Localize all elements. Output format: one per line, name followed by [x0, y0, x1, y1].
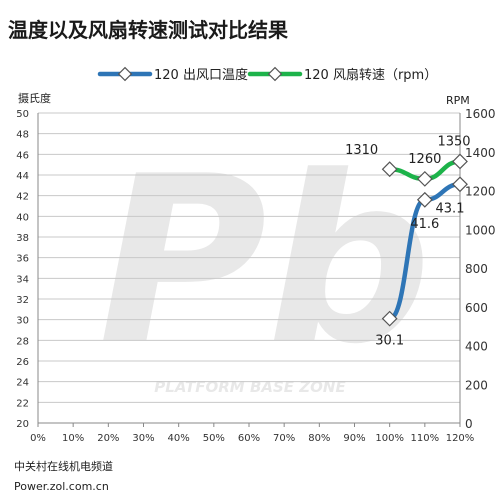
left-axis-label: 摄氏度	[18, 92, 51, 105]
x-tick-label: 60%	[238, 433, 260, 444]
y-right-tick-label: 600	[465, 301, 488, 315]
x-tick-label: 50%	[203, 433, 225, 444]
page-title: 温度以及风扇转速测试对比结果	[8, 18, 288, 42]
data-point-marker	[381, 161, 398, 178]
x-tick-label: 100%	[375, 433, 404, 444]
y-left-tick-label: 40	[16, 212, 29, 223]
legend-marker	[267, 66, 283, 82]
y-right-tick-label: 0	[465, 417, 473, 431]
y-right-tick-label: 400	[465, 340, 488, 354]
y-left-tick-label: 24	[16, 378, 29, 389]
x-tick-label: 0%	[30, 433, 46, 444]
y-left-tick-label: 42	[16, 192, 29, 203]
y-left-tick-label: 26	[16, 357, 29, 368]
data-label: 41.6	[410, 217, 439, 232]
x-tick-label: 70%	[273, 433, 295, 444]
y-right-tick-label: 1400	[465, 146, 496, 160]
x-tick-label: 10%	[62, 433, 84, 444]
x-tick-label: 30%	[132, 433, 154, 444]
y-left-tick-label: 50	[16, 109, 29, 120]
data-label: 43.1	[436, 201, 465, 216]
x-tick-label: 40%	[168, 433, 190, 444]
footer-url: Power.zol.com.cn	[14, 480, 109, 493]
y-right-tick-label: 200	[465, 378, 488, 392]
footer-source: 中关村在线机电频道	[14, 460, 113, 473]
data-label: 1350	[437, 134, 470, 149]
y-right-tick-label: 1200	[465, 185, 496, 199]
watermark-tagline: PLATFORM BASE ZONE	[154, 378, 346, 396]
right-axis-label: RPM	[446, 94, 470, 107]
y-left-tick-label: 22	[16, 398, 29, 409]
data-point-marker	[416, 191, 433, 208]
data-point-marker	[381, 310, 398, 327]
data-point-marker	[416, 170, 433, 187]
x-tick-label: 110%	[411, 433, 440, 444]
y-left-tick-label: 28	[16, 336, 29, 347]
y-right-tick-label: 800	[465, 262, 488, 276]
y-left-tick-label: 36	[16, 254, 29, 265]
data-label: 1310	[345, 143, 378, 158]
data-point-marker	[452, 153, 468, 170]
x-tick-label: 20%	[97, 433, 119, 444]
y-right-tick-label: 1600	[465, 107, 496, 121]
legend-label: 120 出风口温度	[154, 67, 248, 83]
y-left-tick-label: 34	[16, 274, 29, 285]
x-tick-label: 80%	[308, 433, 330, 444]
data-label: 1260	[408, 152, 441, 167]
watermark-logo-text: Pb	[98, 128, 431, 395]
y-left-tick-label: 30	[16, 316, 29, 327]
x-tick-label: 90%	[343, 433, 365, 444]
series-line	[387, 182, 463, 321]
y-left-tick-label: 46	[16, 150, 29, 161]
legend-marker	[117, 66, 133, 82]
data-point-marker	[452, 176, 468, 193]
x-tick-label: 120%	[446, 433, 475, 444]
y-left-tick-label: 38	[16, 233, 29, 244]
legend-label: 120 风扇转速（rpm）	[304, 67, 437, 83]
y-left-tick-label: 44	[16, 171, 29, 182]
y-left-tick-label: 20	[16, 419, 29, 430]
data-label: 30.1	[375, 334, 404, 349]
y-left-tick-label: 32	[16, 295, 29, 306]
y-left-tick-label: 48	[16, 130, 29, 141]
y-right-tick-label: 1000	[465, 223, 496, 237]
